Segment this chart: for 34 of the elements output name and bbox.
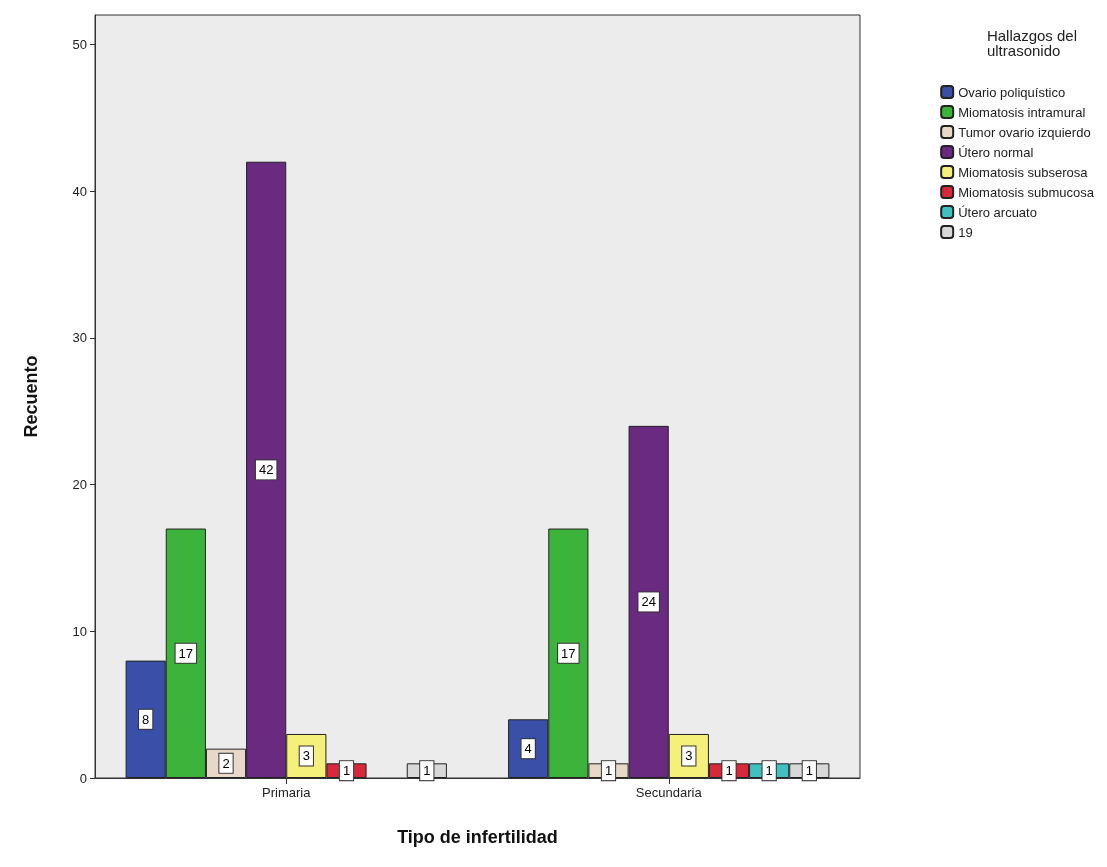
legend-label: 19 (958, 224, 973, 240)
legend-label: Miomatosis subserosa (958, 164, 1089, 180)
data-label: 4 (524, 741, 532, 757)
y-tick-label: 20 (72, 477, 87, 493)
data-label: 17 (178, 645, 194, 661)
y-tick-label: 0 (79, 770, 87, 786)
data-label: 2 (222, 755, 230, 771)
x-axis-title: Tipo de infertilidad (397, 827, 558, 847)
legend-label: Tumor ovario izquierdo (958, 124, 1091, 140)
data-label: 1 (765, 763, 773, 779)
legend-title: Hallazgos del ultrasonido (986, 27, 1078, 59)
y-axis-title: Recuento (21, 355, 41, 438)
legend-label: Útero arcuato (958, 204, 1037, 220)
y-tick-label: 40 (72, 183, 87, 199)
y-tick-label: 50 (72, 36, 87, 52)
data-label: 1 (423, 763, 431, 779)
data-label: 24 (641, 594, 656, 610)
data-label: 8 (142, 711, 150, 727)
legend-label: Útero normal (958, 144, 1034, 160)
data-label: 3 (302, 748, 310, 764)
data-label: 42 (258, 462, 274, 478)
data-label: 1 (604, 763, 613, 779)
legend-label: Miomatosis submucosa (958, 184, 1095, 200)
legend-label: Ovario poliquístico (958, 84, 1066, 100)
data-label: 3 (685, 748, 693, 764)
y-tick-label: 10 (72, 623, 87, 639)
data-label: 17 (561, 645, 576, 661)
legend-label: Miomatosis intramural (958, 104, 1086, 120)
x-tick-label: Secundaria (635, 785, 703, 800)
x-tick-label: Primaria (262, 785, 312, 800)
data-label: 1 (805, 763, 813, 779)
data-label: 1 (725, 763, 733, 779)
y-tick-label: 30 (72, 330, 87, 346)
data-label: 1 (342, 763, 351, 779)
